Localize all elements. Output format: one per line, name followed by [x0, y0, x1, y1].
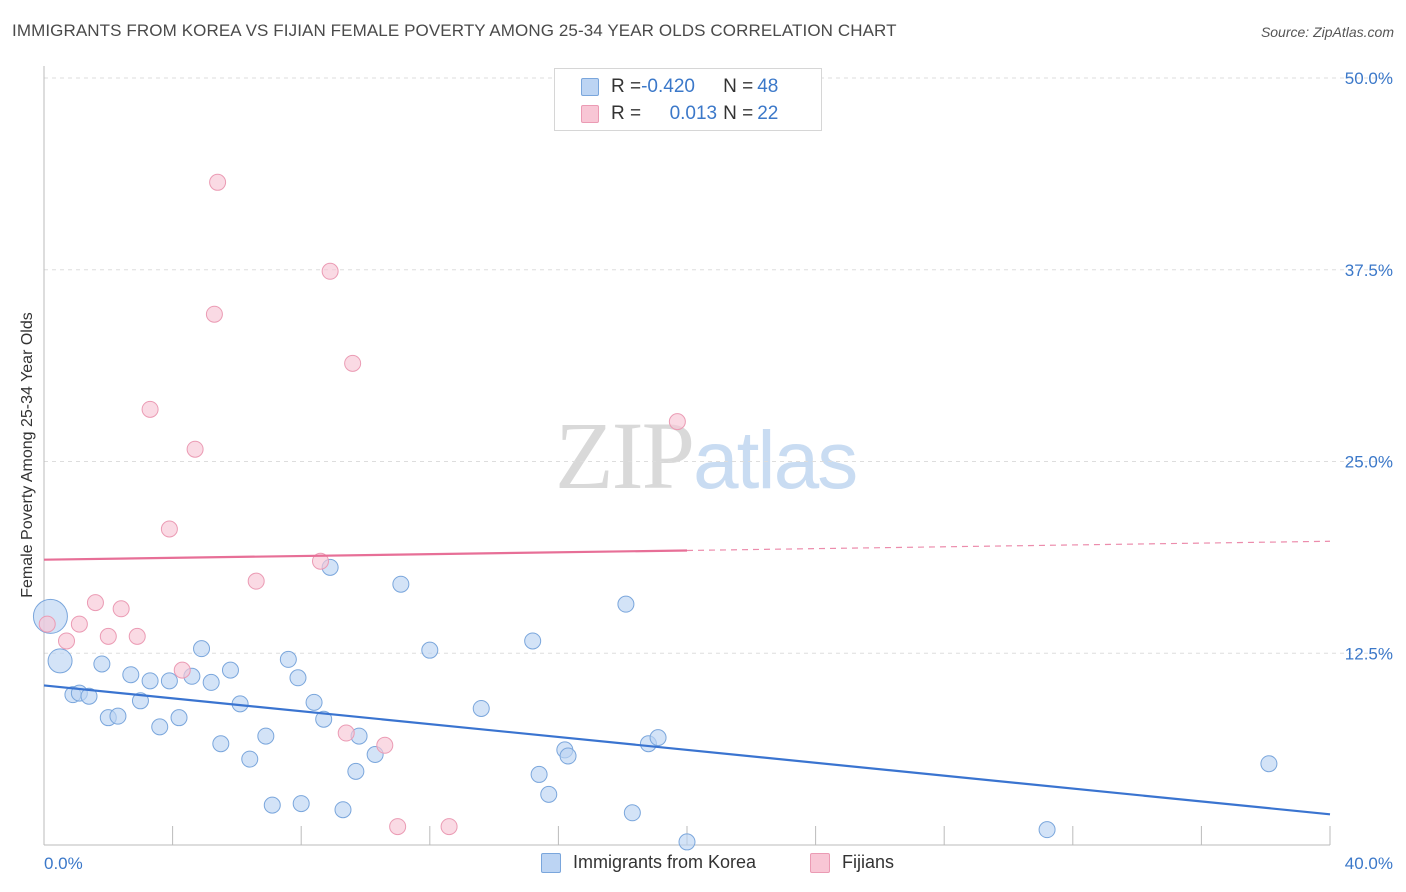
data-point-korea — [122, 666, 140, 684]
y-tick-label: 25.0% — [1345, 453, 1393, 472]
data-point-korea — [392, 575, 410, 593]
series-label-fijians: Fijians — [842, 852, 895, 872]
series-label-korea: Immigrants from Korea — [573, 852, 757, 872]
data-point-korea — [160, 672, 178, 690]
data-point-fijians — [668, 413, 686, 431]
data-point-korea — [540, 785, 558, 803]
series-swatch-fijians — [810, 852, 830, 873]
data-point-korea — [263, 796, 281, 814]
legend-swatch-fijians — [581, 105, 599, 123]
data-point-fijians — [344, 354, 362, 372]
data-point-korea — [279, 650, 297, 668]
data-point-korea — [131, 692, 149, 710]
data-point-fijians — [186, 440, 204, 458]
data-point-korea — [170, 709, 188, 727]
x-tick-label: 40.0% — [1345, 854, 1393, 873]
data-point-fijians — [337, 724, 355, 742]
series-legend-fijians: Fijians — [810, 852, 894, 873]
data-point-korea — [141, 672, 159, 690]
data-point-korea — [47, 648, 73, 674]
data-point-korea — [649, 729, 667, 747]
legend-swatch-korea — [581, 78, 599, 96]
data-point-korea — [202, 673, 220, 691]
data-point-korea — [1038, 821, 1056, 839]
data-point-fijians — [86, 594, 104, 612]
data-point-fijians — [173, 661, 191, 679]
data-point-korea — [421, 641, 439, 659]
y-tick-label: 12.5% — [1345, 644, 1393, 663]
data-point-korea — [93, 655, 111, 673]
data-point-korea — [305, 693, 323, 711]
data-point-fijians — [160, 520, 178, 538]
data-point-korea — [617, 595, 635, 613]
data-point-korea — [315, 710, 333, 728]
series-swatch-korea — [541, 852, 561, 873]
trend-line-korea — [43, 684, 1331, 816]
chart-title: IMMIGRANTS FROM KOREA VS FIJIAN FEMALE P… — [12, 21, 897, 40]
data-point-korea — [524, 632, 542, 650]
data-point-fijians — [205, 305, 223, 323]
legend-r-label: R = — [611, 103, 642, 124]
data-point-korea — [472, 699, 490, 717]
data-point-korea — [241, 750, 259, 768]
trend-line-extension-fijians — [686, 540, 1331, 552]
data-point-fijians — [247, 572, 265, 590]
data-point-fijians — [38, 615, 56, 633]
series-legend-korea: Immigrants from Korea — [541, 852, 756, 873]
legend-n-label: N = — [723, 103, 754, 124]
data-point-fijians — [389, 818, 407, 836]
data-point-korea — [193, 640, 211, 658]
data-point-korea — [347, 762, 365, 780]
data-point-korea — [1260, 755, 1278, 773]
trend-line-fijians — [43, 549, 688, 561]
data-point-korea — [289, 669, 307, 687]
legend-n-value-fijians: 22 — [757, 103, 779, 124]
data-point-fijians — [440, 818, 458, 836]
correlation-legend: R = -0.420 N = 48 R = 0.013 N = 22 — [554, 68, 822, 131]
data-point-fijians — [141, 400, 159, 418]
data-point-korea — [530, 765, 548, 783]
data-point-fijians — [112, 600, 130, 618]
data-point-korea — [623, 804, 641, 822]
legend-r-value-korea: -0.420 — [641, 76, 695, 97]
data-point-fijians — [70, 615, 88, 633]
data-point-fijians — [128, 627, 146, 645]
legend-row-fijians: R = 0.013 N = 22 — [581, 102, 778, 126]
data-point-fijians — [209, 173, 227, 191]
data-point-fijians — [58, 632, 76, 650]
x-tick-label: 0.0% — [44, 854, 83, 873]
data-point-korea — [334, 801, 352, 819]
data-point-fijians — [99, 627, 117, 645]
legend-r-label: R = — [611, 76, 642, 97]
data-point-fijians — [376, 736, 394, 754]
data-point-korea — [151, 718, 169, 736]
data-point-korea — [292, 795, 310, 813]
y-tick-label: 37.5% — [1345, 261, 1393, 280]
data-point-korea — [80, 687, 98, 705]
legend-n-label: N = — [723, 76, 754, 97]
data-point-fijians — [311, 552, 329, 570]
legend-r-value-fijians: 0.013 — [669, 103, 718, 124]
data-point-korea — [257, 727, 275, 745]
data-point-korea — [559, 747, 577, 765]
data-point-fijians — [321, 262, 339, 280]
source-label: Source: ZipAtlas.com — [1260, 24, 1394, 40]
legend-row-korea: R = -0.420 N = 48 — [581, 75, 778, 99]
data-point-korea — [678, 833, 696, 851]
data-point-korea — [109, 707, 127, 725]
series-legend: Immigrants from Korea Fijians — [0, 852, 1406, 878]
data-point-korea — [221, 661, 239, 679]
legend-n-value-korea: 48 — [757, 76, 779, 97]
y-tick-label: 50.0% — [1345, 69, 1393, 88]
data-point-korea — [212, 735, 230, 753]
